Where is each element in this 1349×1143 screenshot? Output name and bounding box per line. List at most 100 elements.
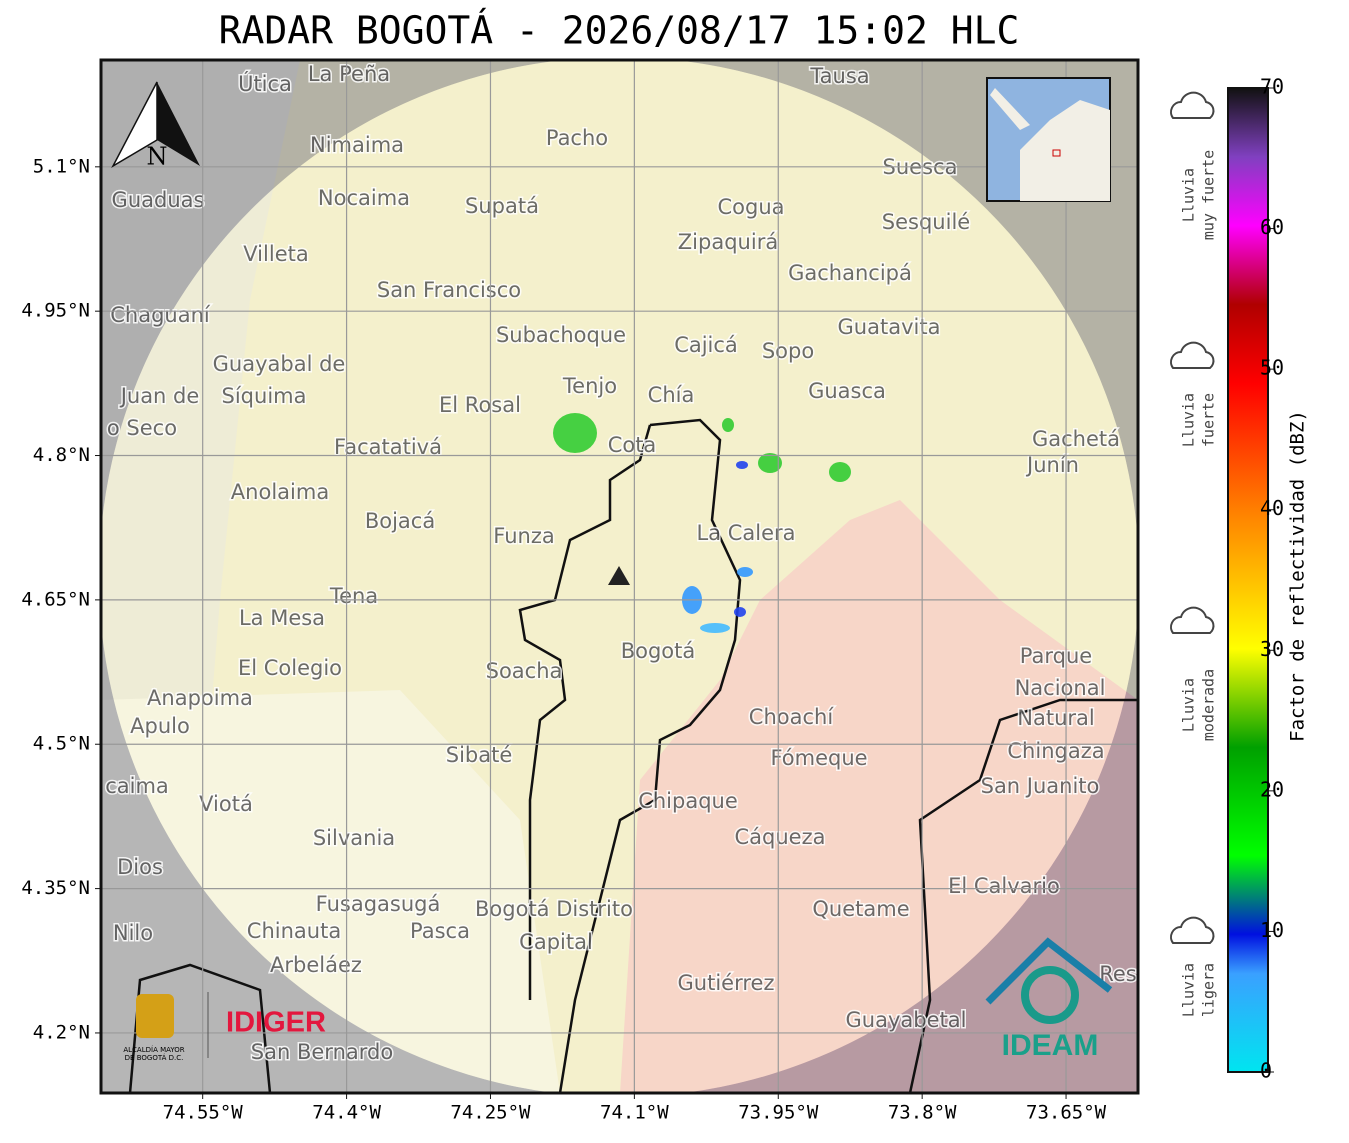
place-label: Parque	[1020, 644, 1092, 668]
place-label: Fómeque	[770, 746, 867, 770]
rain-class: Lluvia moderada	[1170, 606, 1218, 741]
place-label: Pacho	[546, 126, 608, 150]
place-label: o Seco	[107, 416, 177, 440]
place-label: Guayabal de	[213, 352, 346, 376]
logos: ALCALDÍA MAYOR DE BOGOTÁ D.C. IDIGER IDE…	[123, 937, 1113, 1062]
place-label: Subachoque	[496, 323, 626, 347]
basemap	[101, 60, 1138, 1093]
y-tick-label: 4.35°N	[21, 877, 90, 899]
place-label: Bogotá Distrito	[475, 897, 633, 921]
place-label: Bogotá	[621, 639, 696, 663]
y-tick-label: 4.8°N	[33, 444, 90, 466]
colorbar-label: Factor de reflectividad (dBZ)	[1287, 410, 1309, 742]
colorbar-tick-label: 10	[1260, 918, 1284, 942]
place-label: Capital	[519, 930, 593, 954]
place-label: La Mesa	[239, 606, 325, 630]
place-label: Bojacá	[365, 509, 435, 533]
place-label: caima	[105, 774, 169, 798]
cloud-icon	[1170, 91, 1215, 119]
place-label: San Bernardo	[251, 1040, 393, 1064]
place-label: Tena	[329, 584, 378, 608]
place-label: El Rosal	[439, 393, 521, 417]
rain-class-label: Lluvia	[1180, 963, 1198, 1017]
north-label: N	[147, 143, 168, 171]
rain-class: Lluvia muy fuerte	[1170, 91, 1218, 240]
place-label: Chía	[648, 383, 695, 407]
place-label: Guatavita	[838, 315, 941, 339]
place-label: Tenjo	[562, 374, 617, 398]
y-tick-label: 4.95°N	[21, 300, 90, 322]
logo-text: DE BOGOTÁ D.C.	[125, 1053, 184, 1062]
place-label: Cota	[608, 433, 657, 457]
cloud-icon	[1170, 916, 1215, 944]
place-label: Guasca	[808, 379, 886, 403]
place-label: Cogua	[717, 195, 784, 219]
logo-idiger: IDIGER	[226, 1007, 326, 1039]
y-tick-label: 4.2°N	[33, 1021, 90, 1043]
place-label: Síquima	[222, 384, 307, 408]
place-label: Quetame	[812, 897, 909, 921]
colorbar-tick-label: 30	[1260, 637, 1284, 661]
place-label: Soacha	[486, 659, 563, 683]
colorbar	[1227, 87, 1269, 1073]
place-label: La Peña	[308, 62, 390, 86]
y-tick-label: 4.65°N	[21, 588, 90, 610]
place-label: Arbeláez	[270, 953, 362, 977]
y-tick-label: 4.5°N	[33, 733, 90, 755]
place-label: Nimaima	[310, 133, 404, 157]
x-tick-label: 73.65°W	[1026, 1102, 1107, 1124]
y-tick-label: 5.1°N	[33, 155, 90, 177]
colorbar-tick-label: 70	[1260, 75, 1284, 99]
rain-class-label: Lluvia	[1180, 678, 1198, 732]
place-label: Zipaquirá	[678, 230, 778, 254]
colorbar-tick-label: 50	[1260, 356, 1284, 380]
north-arrow: N	[111, 81, 200, 171]
place-label: Silvania	[313, 826, 395, 850]
x-tick-label: 74.1°W	[600, 1102, 669, 1124]
map-frame	[99, 58, 1140, 1095]
place-label: Chinauta	[247, 919, 341, 943]
logo-text: ALCALDÍA MAYOR	[123, 1045, 184, 1054]
title: RADAR BOGOTÁ - 2026/08/17 15:02 HLC	[219, 9, 1020, 53]
place-label: Villeta	[243, 242, 308, 266]
rain-class: Lluvia ligera	[1170, 916, 1218, 1017]
place-label: Natural	[1017, 706, 1094, 730]
place-label: El Calvario	[948, 874, 1060, 898]
colorbar-tick-label: 60	[1260, 215, 1284, 239]
place-label: San Francisco	[377, 278, 521, 302]
x-tick-label: 74.55°W	[163, 1102, 244, 1124]
rain-class-label: Lluvia	[1180, 393, 1198, 447]
place-label: El Colegio	[238, 656, 342, 680]
place-label: Chaguaní	[110, 303, 211, 327]
place-label: Anolaima	[231, 480, 329, 504]
place-label: Gachetá	[1032, 427, 1120, 451]
x-tick-label: 73.8°W	[888, 1102, 957, 1124]
place-label: Útica	[238, 71, 292, 96]
cloud-icon	[1170, 606, 1215, 634]
place-label: La Calera	[696, 521, 795, 545]
place-label: Tausa	[809, 64, 869, 88]
place-label: Nacional	[1015, 676, 1106, 700]
colorbar-tick-label: 0	[1260, 1059, 1272, 1083]
place-label: Apulo	[130, 714, 190, 738]
place-label: Choachí	[749, 705, 835, 729]
place-label: Junín	[1025, 453, 1079, 477]
x-tick-label: 73.95°W	[738, 1102, 819, 1124]
rain-class-label: ligera	[1200, 963, 1218, 1017]
place-label: Cajicá	[674, 333, 738, 357]
place-label: Viotá	[199, 792, 253, 816]
place-label: Supatá	[465, 194, 539, 218]
colorbar-tick-label: 20	[1260, 777, 1284, 801]
rain-class: Lluvia fuerte	[1170, 341, 1218, 447]
place-label: Pasca	[410, 919, 470, 943]
place-label: Res	[1099, 962, 1137, 986]
place-label: Guayabetal	[846, 1008, 967, 1032]
x-tick-label: 74.4°W	[312, 1102, 381, 1124]
place-label: San Juanito	[981, 774, 1100, 798]
rain-class-label: muy fuerte	[1200, 150, 1218, 240]
rain-class-label: fuerte	[1200, 393, 1218, 447]
place-label: Dios	[117, 855, 163, 879]
place-label: Nocaima	[318, 186, 410, 210]
